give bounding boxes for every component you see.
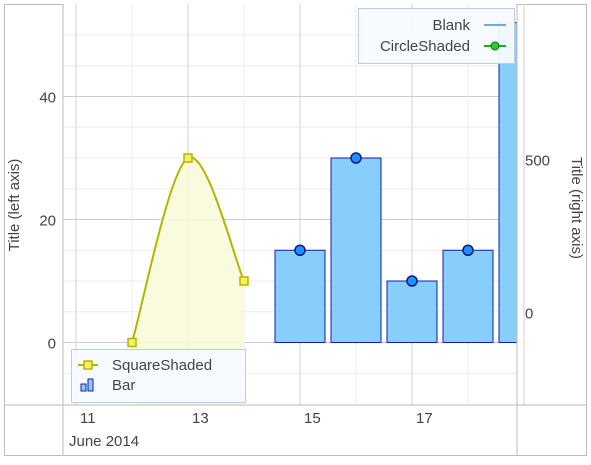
legend-item: SquareShaded [78, 357, 212, 374]
right-axis-tick-label: 0 [525, 306, 533, 323]
right-axis-tick-label: 500 [525, 153, 550, 170]
legend-item: CircleShaded [380, 38, 506, 55]
square-shaded-marker [239, 276, 249, 286]
right-axis-title: Title (right axis) [568, 157, 585, 259]
circle-shaded-marker [350, 152, 362, 164]
bar [330, 157, 382, 343]
legend-item: Bar [80, 377, 135, 394]
x-axis-tick-label: 11 [80, 410, 96, 427]
bar [274, 249, 326, 343]
legend-item-label: SquareShaded [112, 357, 212, 374]
square-shaded-marker [183, 153, 193, 163]
yellow-square-line-icon [78, 360, 98, 370]
legend-top-right: Blank CircleShaded [358, 8, 515, 64]
left-axis-tick-label: 20 [39, 213, 56, 230]
icon-bar-short [80, 383, 87, 392]
bar [442, 249, 494, 343]
date-axis-label: June 2014 [69, 433, 139, 450]
circle-shaded-marker [406, 275, 418, 287]
bar [498, 22, 518, 343]
legend-bottom-left: SquareShaded Bar [71, 349, 246, 403]
bar [386, 280, 438, 343]
x-axis-tick-label: 13 [192, 410, 209, 427]
bar-chart-icon [80, 378, 94, 392]
legend-item-label: CircleShaded [380, 38, 470, 55]
square-shaded-marker [127, 337, 137, 348]
icon-bar-tall [87, 378, 94, 392]
circle-shaded-marker [294, 244, 306, 256]
icon-dot [490, 41, 500, 51]
x-axis-tick-label: 15 [304, 410, 321, 427]
legend-item: Blank [432, 17, 506, 34]
left-axis-title: Title (left axis) [6, 159, 23, 252]
legend-box [71, 349, 246, 403]
legend-item-label: Blank [432, 17, 470, 34]
left-axis-tick-label: 0 [48, 336, 56, 353]
green-circle-line-icon [484, 41, 506, 51]
legend-box [358, 8, 515, 64]
circle-shaded-marker [462, 244, 474, 256]
icon-square [83, 360, 93, 370]
x-axis-tick-label: 17 [416, 410, 433, 427]
left-axis-tick-label: 40 [39, 90, 56, 107]
square-shaded-area [132, 157, 244, 405]
legend-item-label: Bar [112, 377, 135, 394]
